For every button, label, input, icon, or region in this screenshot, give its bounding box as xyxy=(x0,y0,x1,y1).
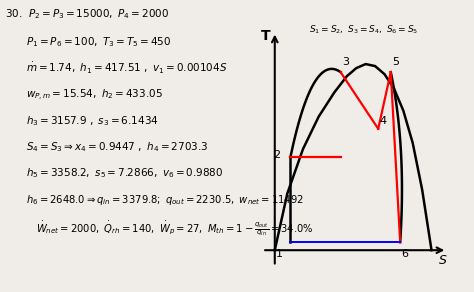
Text: $\dot{W}_{net}=2000,\ \dot{Q}_{rh}=140,\ \dot{W}_{p}=27,\ M_{th}=1-\frac{q_{out}: $\dot{W}_{net}=2000,\ \dot{Q}_{rh}=140,\… xyxy=(36,219,313,238)
Text: $S_4=S_3 \Rightarrow x_4=0.9447\ ,\ h_4=2703.3$: $S_4=S_3 \Rightarrow x_4=0.9447\ ,\ h_4=… xyxy=(26,140,209,154)
Text: $h_6=2648.0 \Rightarrow q_{in}=3379.8;\ q_{out}=2230.5,\ w_{net}=11492$: $h_6=2648.0 \Rightarrow q_{in}=3379.8;\ … xyxy=(26,193,304,207)
Text: 4: 4 xyxy=(379,116,386,126)
Text: $h_3=3157.9\ ,\ s_3=6.1434$: $h_3=3157.9\ ,\ s_3=6.1434$ xyxy=(26,114,159,128)
Text: 2: 2 xyxy=(273,150,280,160)
Text: 1: 1 xyxy=(276,249,283,259)
Text: $h_5=3358.2,\ s_5=7.2866,\ v_6=0.9880$: $h_5=3358.2,\ s_5=7.2866,\ v_6=0.9880$ xyxy=(26,166,223,180)
Text: 5: 5 xyxy=(392,57,399,67)
Text: 3: 3 xyxy=(342,57,349,67)
Text: $P_1=P_6=100,\ T_3=T_5=450$: $P_1=P_6=100,\ T_3=T_5=450$ xyxy=(26,36,172,49)
Text: T: T xyxy=(261,29,270,43)
Text: $S_1=S_2,\ S_3=S_4,\ S_6=S_5$: $S_1=S_2,\ S_3=S_4,\ S_6=S_5$ xyxy=(309,23,419,36)
Text: $w_{P,m}=15.54,\ h_2=433.05$: $w_{P,m}=15.54,\ h_2=433.05$ xyxy=(26,88,163,103)
Text: 6: 6 xyxy=(401,249,409,259)
Text: $\dot{m}=1.74,\ h_1=417.51\ ,\ v_1=0.00104S$: $\dot{m}=1.74,\ h_1=417.51\ ,\ v_1=0.001… xyxy=(26,61,228,76)
Text: S: S xyxy=(438,254,447,267)
Text: 30.  $P_2=P_3=15000,\ P_4=2000$: 30. $P_2=P_3=15000,\ P_4=2000$ xyxy=(5,7,169,21)
